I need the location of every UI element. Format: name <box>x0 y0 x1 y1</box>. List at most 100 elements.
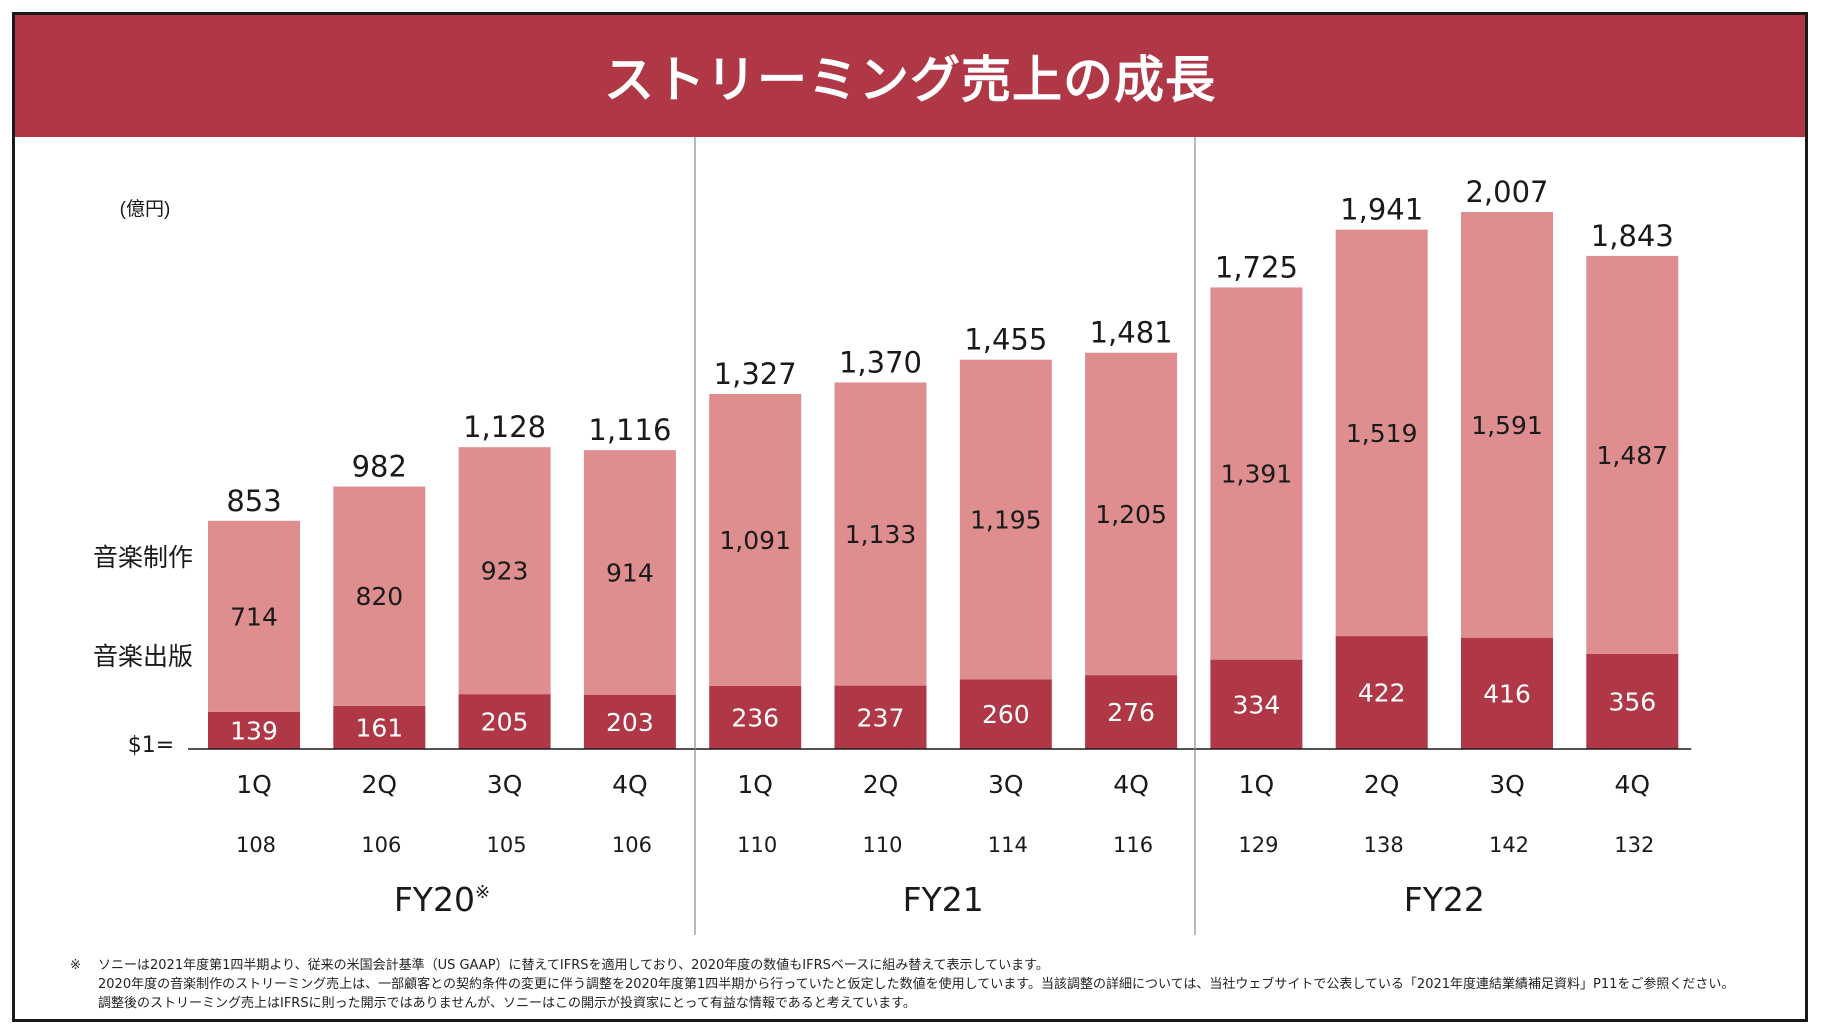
page-title: ストリーミング売上の成長 <box>604 51 1216 109</box>
x-tick-label: 2Q <box>362 770 398 799</box>
label-publishing: 161 <box>355 713 403 742</box>
label-total: 1,725 <box>1215 250 1298 284</box>
x-tick-label: 1Q <box>236 770 272 799</box>
label-production: 923 <box>481 557 529 586</box>
bar-publishing <box>333 705 426 749</box>
label-production: 1,091 <box>719 526 791 555</box>
fx-rate: 132 <box>1614 833 1654 857</box>
bar-production <box>709 393 802 686</box>
bar-publishing <box>208 711 300 749</box>
label-production: 820 <box>355 582 403 611</box>
bar-publishing <box>458 694 551 749</box>
fx-label: $1= <box>128 733 174 758</box>
label-total: 1,455 <box>964 323 1047 357</box>
label-total: 982 <box>352 450 407 484</box>
fx-rate: 138 <box>1364 833 1404 857</box>
bar-production <box>208 520 300 712</box>
x-tick-label: 1Q <box>737 770 773 799</box>
title-bar: ストリーミング売上の成長 <box>15 15 1805 137</box>
bar-production <box>834 382 927 686</box>
unit-label: (億円) <box>120 198 171 220</box>
label-production: 1,133 <box>845 520 917 549</box>
label-production: 1,487 <box>1597 441 1669 470</box>
fiscal-year-note: ※ <box>475 882 490 903</box>
footnote-line: 調整後のストリーミング売上はIFRSに則った開示ではありませんが、ソニーはこの開… <box>98 996 916 1011</box>
label-total: 1,843 <box>1591 219 1674 253</box>
footnote: ※ ソニーは2021年度第1四半期より、従来の米国会計基準（US GAAP）に替… <box>70 956 1790 1013</box>
label-production: 714 <box>230 602 278 631</box>
fx-rate: 106 <box>361 833 401 857</box>
label-production: 1,591 <box>1471 411 1543 440</box>
label-production: 1,205 <box>1095 500 1167 529</box>
label-total: 853 <box>226 484 281 518</box>
bar-production <box>1461 212 1553 638</box>
fiscal-year-label: FY21 <box>903 880 984 919</box>
bar-publishing <box>834 685 927 749</box>
fx-rate: 110 <box>862 833 902 857</box>
label-publishing: 237 <box>857 703 905 732</box>
series-label-publishing: 音楽出版 <box>93 642 193 671</box>
fx-rate: 108 <box>236 833 276 857</box>
label-publishing: 334 <box>1233 690 1281 719</box>
fx-rate: 129 <box>1238 833 1278 857</box>
label-publishing: 236 <box>731 703 779 732</box>
x-tick-label: 4Q <box>1113 770 1149 799</box>
label-publishing: 416 <box>1483 679 1531 708</box>
fx-rate: 142 <box>1489 833 1529 857</box>
fx-rate: 114 <box>988 833 1028 857</box>
label-total: 2,007 <box>1465 175 1548 209</box>
fx-rate: 116 <box>1113 833 1153 857</box>
bar-publishing <box>1586 653 1679 749</box>
x-tick-label: 4Q <box>612 770 648 799</box>
label-production: 914 <box>606 558 654 587</box>
label-total: 1,327 <box>714 357 797 391</box>
label-publishing: 422 <box>1358 679 1406 708</box>
bar-publishing <box>959 679 1052 749</box>
label-total: 1,481 <box>1090 316 1173 350</box>
footnote-line: 2020年度の音楽制作のストリーミング売上は、一部顧客との契約条件の変更に伴う調… <box>98 977 1735 992</box>
bar-publishing <box>1461 637 1553 749</box>
series-label-production: 音楽制作 <box>93 543 193 572</box>
stacked-bar-chart: (億円) 音楽制作 音楽出版 $1= 139 714 853 1Q 108 161 820 9… <box>93 137 1692 935</box>
label-publishing: 356 <box>1608 687 1656 716</box>
fiscal-year-label: FY22 <box>1404 880 1485 919</box>
x-tick-label: 2Q <box>1364 770 1400 799</box>
slide-frame: ストリーミング売上の成長 (億円) 音楽制作 音楽出版 $1= 139 714 85… <box>12 12 1808 1022</box>
label-production: 1,391 <box>1221 460 1293 489</box>
x-tick-label: 2Q <box>863 770 899 799</box>
bar-publishing <box>1210 659 1303 749</box>
label-publishing: 260 <box>982 700 1030 729</box>
x-tick-label: 3Q <box>487 770 523 799</box>
bar-production <box>1586 255 1679 654</box>
bar-publishing <box>1085 675 1178 749</box>
label-publishing: 205 <box>481 708 529 737</box>
footnote-mark: ※ <box>70 958 81 973</box>
label-publishing: 203 <box>606 708 654 737</box>
bar-production <box>1335 229 1428 637</box>
bar-production <box>583 450 676 695</box>
label-publishing: 139 <box>230 716 278 745</box>
label-total: 1,128 <box>463 410 546 444</box>
footnote-line: ソニーは2021年度第1四半期より、従来の米国会計基準（US GAAP）に替えて… <box>98 958 1049 973</box>
bar-production <box>333 486 426 706</box>
bar-production <box>1085 352 1178 676</box>
fx-rate: 106 <box>612 833 652 857</box>
label-total: 1,370 <box>839 345 922 379</box>
label-total: 1,941 <box>1340 193 1423 227</box>
bar-publishing <box>1335 636 1428 749</box>
bar-production <box>1210 287 1303 660</box>
bar-production <box>959 359 1052 680</box>
fx-rate: 110 <box>737 833 777 857</box>
label-publishing: 276 <box>1107 698 1155 727</box>
footnote-body: ソニーは2021年度第1四半期より、従来の米国会計基準（US GAAP）に替えて… <box>98 956 1790 1013</box>
bar-production <box>458 447 551 695</box>
fiscal-year-label: FY20※ <box>394 880 490 919</box>
x-tick-label: 3Q <box>1489 770 1525 799</box>
label-production: 1,519 <box>1346 419 1418 448</box>
bar-publishing <box>709 685 802 749</box>
x-tick-label: 4Q <box>1615 770 1651 799</box>
label-total: 1,116 <box>588 413 671 447</box>
x-tick-label: 1Q <box>1239 770 1275 799</box>
label-production: 1,195 <box>970 506 1042 535</box>
x-tick-label: 3Q <box>988 770 1024 799</box>
